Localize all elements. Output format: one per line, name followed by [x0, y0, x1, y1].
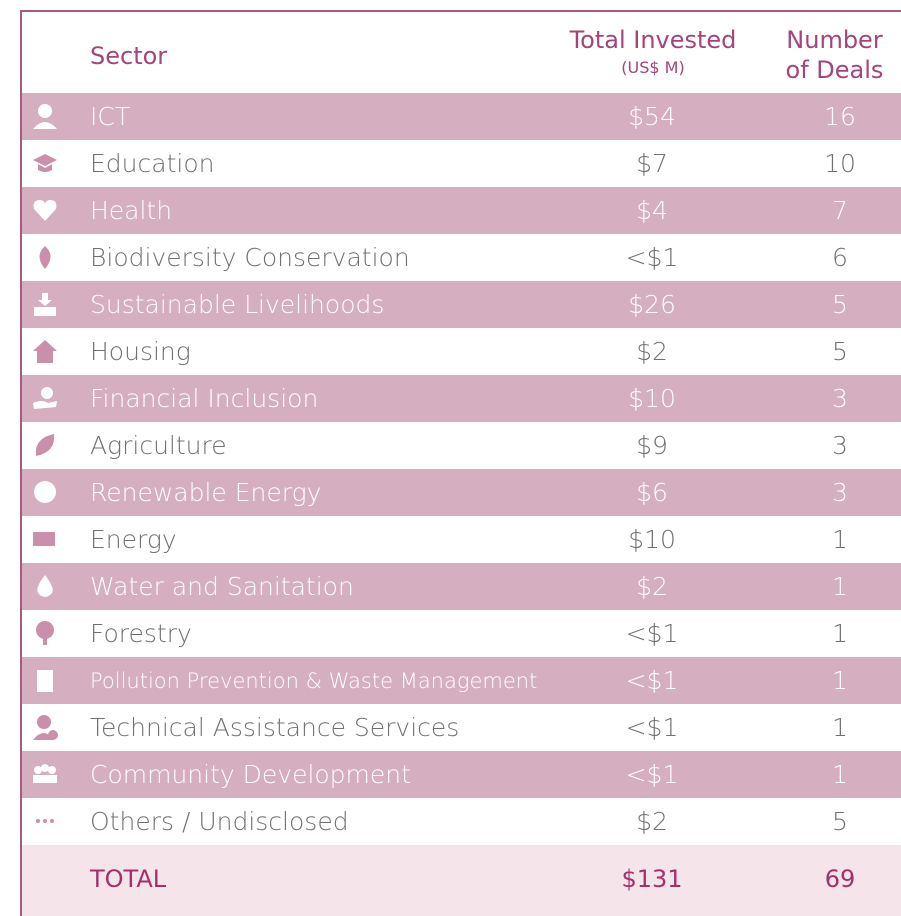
sector-name: Sustainable Livelihoods	[90, 290, 385, 319]
sector-icon	[33, 104, 57, 129]
sector-name: ICT	[90, 102, 131, 131]
deals: 3	[832, 478, 848, 507]
header-sector: Sector	[90, 42, 168, 70]
invested: <$1	[625, 760, 679, 789]
sector-name: Others / Undisclosed	[90, 807, 349, 836]
deals: 1	[832, 572, 848, 601]
sector-icon	[33, 154, 57, 172]
header-invested: Total Invested	[569, 26, 737, 54]
table-row: Others / Undisclosed $2 5	[22, 798, 901, 845]
deals: 10	[824, 149, 856, 178]
invested: $2	[636, 572, 668, 601]
header-deals: Number	[786, 26, 883, 54]
deals: 1	[832, 713, 848, 742]
sector-name: Forestry	[90, 619, 192, 648]
sector-name: Housing	[90, 337, 191, 366]
deals: 7	[832, 196, 848, 225]
sector-name: Education	[90, 149, 215, 178]
sector-name: Pollution Prevention & Waste Management	[90, 669, 538, 693]
sector-icon	[37, 670, 53, 692]
sector-icon	[33, 340, 57, 363]
table-row: Biodiversity Conservation <$1 6	[22, 234, 901, 281]
invested: <$1	[625, 666, 679, 695]
invested: $10	[628, 525, 676, 554]
table-row: Financial Inclusion $10 3	[22, 375, 901, 422]
invested: $2	[636, 807, 668, 836]
deals: 1	[832, 760, 848, 789]
deals: 5	[832, 807, 848, 836]
invested: $7	[636, 149, 668, 178]
invested: <$1	[625, 243, 679, 272]
table-row: Renewable Energy $6 3	[22, 469, 901, 516]
sector-name: Agriculture	[90, 431, 227, 460]
table-row: Housing $2 5	[22, 328, 901, 375]
sector-icon	[33, 764, 57, 783]
table-row: Forestry <$1 1	[22, 610, 901, 657]
deals: 1	[832, 619, 848, 648]
sector-icon	[36, 621, 54, 645]
sector-icon	[34, 293, 56, 316]
sector-icon	[34, 481, 56, 503]
sector-name: Biodiversity Conservation	[90, 243, 410, 272]
sector-name: Financial Inclusion	[90, 384, 319, 413]
invested: $26	[628, 290, 676, 319]
table-row: Education $7 10	[22, 140, 901, 187]
sector-icon	[37, 575, 53, 597]
sector-name: Community Development	[90, 760, 411, 789]
invested: <$1	[625, 619, 679, 648]
sector-name: Technical Assistance Services	[90, 713, 460, 742]
invested: $6	[636, 478, 668, 507]
table-row: Sustainable Livelihoods $26 5	[22, 281, 901, 328]
table-row: Pollution Prevention & Waste Management <…	[22, 657, 901, 704]
sector-icon	[36, 819, 54, 823]
deals: 5	[832, 290, 848, 319]
invested: $2	[636, 337, 668, 366]
table-row: Health $4 7	[22, 187, 901, 234]
sector-icon	[33, 715, 58, 740]
table-row: Agriculture $9 3	[22, 422, 901, 469]
deals: 16	[824, 102, 856, 131]
total-invested: $131	[621, 865, 683, 893]
deals: 1	[832, 666, 848, 695]
table-row: Community Development <$1 1	[22, 751, 901, 798]
deals: 3	[832, 431, 848, 460]
table-row: Energy $10 1	[22, 516, 901, 563]
deals: 5	[832, 337, 848, 366]
invested: $4	[636, 196, 668, 225]
table-row: Technical Assistance Services <$1 1	[22, 704, 901, 751]
sector-name: Health	[90, 196, 173, 225]
sector-icon	[35, 434, 55, 456]
sector-name: Water and Sanitation	[90, 572, 354, 601]
sector-icon	[33, 200, 57, 221]
total-label: TOTAL	[90, 865, 167, 893]
sector-icon	[39, 246, 51, 269]
deals: 1	[832, 525, 848, 554]
total-deals: 69	[824, 865, 856, 893]
header-unit: (US$ M)	[621, 58, 685, 77]
table-row: Water and Sanitation $2 1	[22, 563, 901, 610]
invested: $10	[628, 384, 676, 413]
invested: <$1	[625, 713, 679, 742]
sector-icon	[33, 532, 55, 546]
deals: 3	[832, 384, 848, 413]
deals: 6	[832, 243, 848, 272]
sector-icon	[33, 387, 57, 409]
total-row: TOTAL $131 69	[22, 845, 901, 916]
header-deals: of Deals	[785, 56, 884, 84]
table-row: ICT $54 16	[22, 93, 901, 140]
sector-name: Renewable Energy	[90, 478, 322, 507]
invested: $54	[628, 102, 676, 131]
invested: $9	[636, 431, 668, 460]
sector-name: Energy	[90, 525, 177, 554]
table-frame	[20, 10, 901, 916]
